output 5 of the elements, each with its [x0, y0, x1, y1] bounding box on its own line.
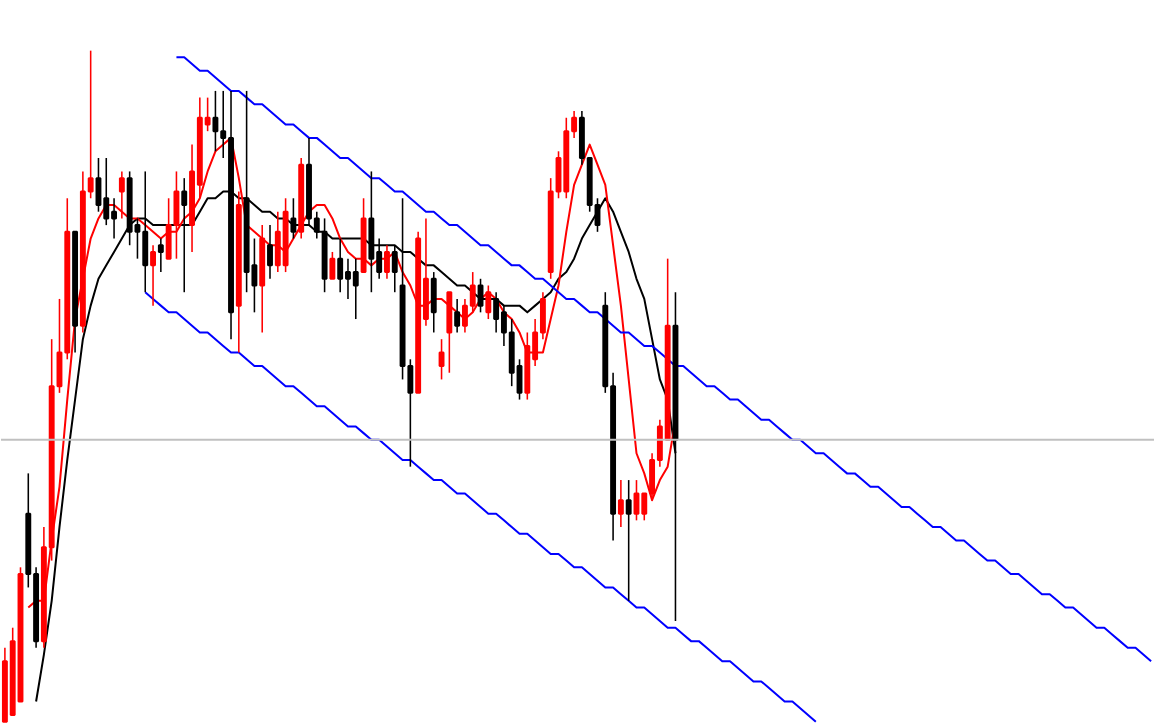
candlestick — [150, 245, 156, 306]
candlestick — [157, 238, 164, 273]
candlestick — [352, 258, 359, 320]
candlestick — [111, 198, 118, 239]
candlestick — [345, 258, 351, 299]
